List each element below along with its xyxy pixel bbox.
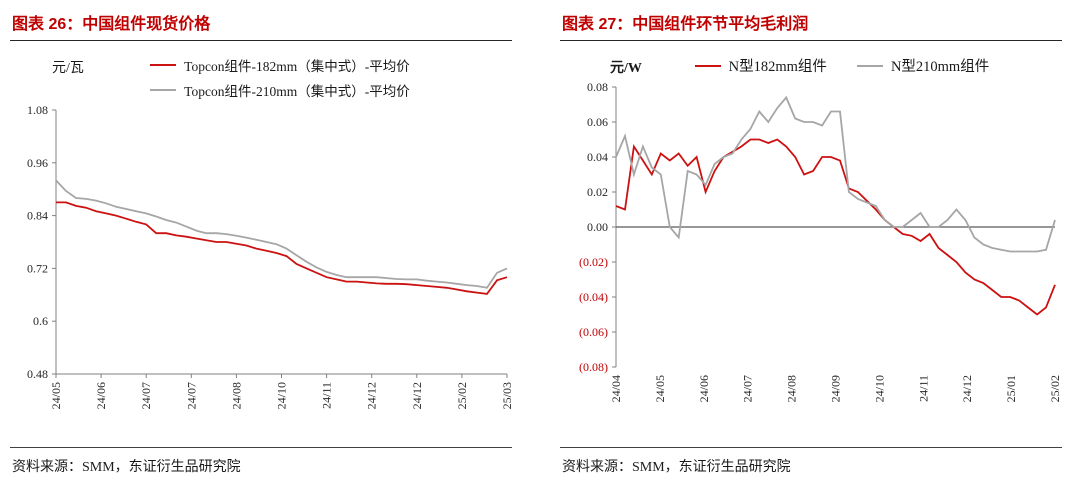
chart26-source-text: 资料来源：SMM，东证衍生品研究院	[12, 460, 241, 475]
x-tick-label: 24/09	[829, 375, 843, 402]
y-tick-label: 0.72	[27, 261, 48, 275]
y-tick-label: 0.08	[587, 80, 608, 94]
legend-label-topcon-182: Topcon组件-182mm（集中式）-平均价	[184, 59, 410, 74]
x-tick-label: 24/08	[229, 382, 243, 409]
x-tick-label: 24/05	[653, 375, 667, 402]
legend-line-swatch-gray	[150, 89, 177, 91]
series-line	[615, 95, 1056, 253]
x-tick-label: 24/07	[741, 375, 755, 402]
chart27-header: 元/W N型182mm组件 N型210mm组件	[560, 41, 1062, 77]
y-tick-label: 0.6	[33, 314, 48, 328]
chart26-legend: Topcon组件-182mm（集中式）-平均价 Topcon组件-210mm（集…	[150, 55, 410, 100]
legend-line-swatch-red	[150, 64, 177, 66]
y-tick-label: 0.84	[27, 209, 48, 223]
series-line	[55, 179, 508, 289]
chart27-plot-area: 0.08 0.06 0.04 0.02 0.00 (0.02) (0.04) (0.06) (0…	[560, 79, 1062, 428]
chart26-title-text: 图表 26：中国组件现货价格	[12, 16, 211, 33]
legend-label-topcon-210: Topcon组件-210mm（集中式）-平均价	[184, 84, 410, 99]
y-tick-label: 0.96	[27, 156, 48, 170]
chart27-unit-label: 元/W	[610, 61, 642, 76]
x-tick-label: 25/01	[1004, 375, 1018, 402]
x-tick-label: 24/08	[785, 375, 799, 402]
chart27-title-text: 图表 27：中国组件环节平均毛利润	[562, 16, 809, 33]
x-tick-label: 24/10	[275, 382, 289, 409]
x-tick-label: 24/06	[697, 375, 711, 402]
x-tick-label: 24/10	[872, 375, 886, 402]
y-tick-label: 1.08	[27, 103, 48, 117]
legend-line-swatch-gray	[856, 64, 883, 67]
chart26-title: 图表 26：中国组件现货价格	[10, 8, 512, 41]
x-tick-label: 24/07	[139, 382, 153, 409]
panel-chart-27: 图表 27：中国组件环节平均毛利润 元/W N型182mm组件 N型210mm组…	[560, 8, 1062, 478]
panel-chart-26: 图表 26：中国组件现货价格 元/瓦 Topcon组件-182mm（集中式）-平…	[10, 8, 514, 478]
x-tick-label: 25/02	[455, 382, 469, 409]
series-line	[615, 138, 1056, 316]
y-tick-label: 0.02	[587, 185, 608, 199]
x-tick-label: 24/04	[609, 375, 623, 402]
chart27-source-text: 资料来源：SMM，东证衍生品研究院	[562, 460, 791, 475]
chart27-legend: N型182mm组件 N型210mm组件	[694, 55, 990, 76]
chart26-unit-label: 元/瓦	[52, 61, 84, 76]
x-tick-label: 24/12	[365, 382, 379, 409]
legend-label-n182: N型182mm组件	[728, 59, 827, 75]
x-tick-label: 25/02	[1048, 375, 1062, 402]
y-tick-label: 0.48	[27, 367, 48, 381]
chart26-header: 元/瓦 Topcon组件-182mm（集中式）-平均价 Topcon组件-210…	[10, 41, 512, 100]
x-tick-label: 24/12	[960, 375, 974, 402]
legend-item-topcon-182: Topcon组件-182mm（集中式）-平均价	[150, 55, 410, 75]
x-tick-label: 25/03	[500, 382, 514, 409]
y-tick-label: (0.02)	[579, 255, 608, 269]
y-tick-label: (0.08)	[579, 360, 608, 374]
y-tick-label: 0.00	[587, 220, 608, 234]
chart27-source: 资料来源：SMM，东证衍生品研究院	[560, 447, 1062, 478]
legend-label-n210: N型210mm组件	[890, 59, 990, 75]
series-line	[56, 201, 508, 295]
chart26-plot-area: 1.08 0.96 0.84 0.72 0.6 0.48 24/05 24/06 24/07 24…	[10, 102, 514, 437]
x-tick-label: 24/12	[410, 382, 424, 409]
x-tick-label: 24/06	[94, 382, 108, 409]
legend-item-n210: N型210mm组件	[856, 55, 990, 76]
x-tick-label: 24/07	[184, 382, 198, 409]
legend-item-n182: N型182mm组件	[694, 55, 827, 76]
legend-item-topcon-210: Topcon组件-210mm（集中式）-平均价	[150, 80, 410, 100]
x-tick-label: 24/05	[49, 382, 63, 409]
legend-line-swatch-red	[694, 64, 721, 67]
chart27-title: 图表 27：中国组件环节平均毛利润	[560, 8, 1062, 41]
x-tick-label: 24/11	[916, 375, 930, 402]
y-tick-label: 0.06	[587, 115, 608, 129]
chart26-source: 资料来源：SMM，东证衍生品研究院	[10, 447, 512, 478]
y-tick-label: (0.04)	[579, 290, 608, 304]
chart27-svg: 0.08 0.06 0.04 0.02 0.00 (0.02) (0.04) (0.06) (0…	[579, 80, 1062, 402]
x-tick-label: 24/11	[320, 382, 334, 409]
y-tick-label: (0.06)	[579, 325, 608, 339]
y-tick-label: 0.04	[587, 150, 608, 164]
